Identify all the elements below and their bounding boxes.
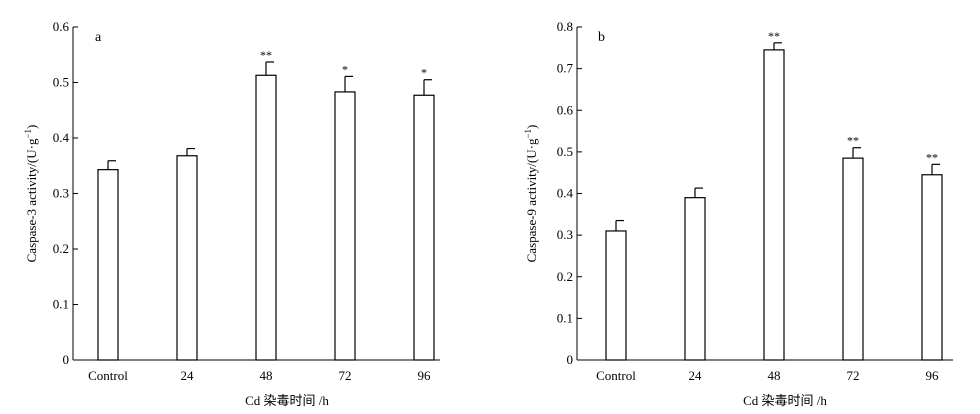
y-axis-title: Caspase-9 activity/(U·g−1): [523, 125, 539, 263]
y-tick-label: 0.4: [557, 186, 574, 201]
bar-24: [176, 155, 198, 361]
panel-label: a: [95, 30, 102, 45]
y-tick-label: 0.5: [557, 144, 573, 159]
bar-48: [763, 49, 785, 361]
y-tick-label: 0.4: [53, 130, 70, 145]
significance-mark: **: [847, 134, 859, 148]
x-tick-label: 48: [260, 368, 273, 383]
y-axis-title-end: ): [24, 125, 39, 129]
bar-96: [413, 94, 435, 361]
panel-label: b: [598, 30, 605, 45]
y-tick-label: 0.2: [557, 269, 573, 284]
x-axis-title: Cd 染毒时间 /h: [245, 393, 329, 408]
y-tick-label: 0.2: [53, 241, 69, 256]
chart-panel-b: 0 0.1 0.2 0.3 0.4 0.5 0.6 0.7 0.8 Control 24 ** 48 **…: [523, 19, 953, 408]
significance-mark: **: [768, 29, 780, 43]
y-tick-label: 0.5: [53, 75, 69, 90]
y-tick-label: 0.3: [53, 186, 69, 201]
y-tick-label: 0.6: [557, 102, 574, 117]
significance-mark: *: [421, 66, 427, 80]
y-axis-title-superscript: −1: [523, 129, 533, 139]
significance-mark: **: [926, 150, 938, 164]
x-tick-label: 24: [181, 368, 195, 383]
bar-72: [842, 157, 864, 361]
bar-control: [97, 169, 119, 361]
x-tick-label: 24: [689, 368, 703, 383]
y-axis-title-main: Caspase-9 activity/(U·g: [524, 138, 539, 262]
y-tick-label: 0.3: [557, 227, 573, 242]
x-axis-title: Cd 染毒时间 /h: [743, 393, 827, 408]
y-tick-label: 0.1: [53, 297, 69, 312]
y-tick-label: 0.6: [53, 19, 70, 34]
x-tick-label: 48: [768, 368, 781, 383]
bar-48: [255, 74, 277, 361]
bar-24: [684, 197, 706, 361]
y-axis-title-end: ): [524, 125, 539, 129]
y-axis-title-superscript: −1: [23, 129, 33, 139]
y-tick-label: 0.8: [557, 19, 573, 34]
y-tick-label: 0: [63, 352, 70, 367]
bar-72: [334, 91, 356, 361]
x-tick-label: Control: [88, 368, 128, 383]
significance-mark: **: [260, 48, 272, 62]
y-axis-title: Caspase-3 activity/(U·g−1): [23, 125, 39, 263]
y-tick-label: 0.1: [557, 310, 573, 325]
bar-96: [921, 174, 943, 361]
x-tick-label: 96: [418, 368, 432, 383]
bar-control: [605, 230, 627, 361]
significance-mark: *: [342, 62, 348, 76]
x-tick-label: 72: [339, 368, 352, 383]
chart-panel-a: 0 0.1 0.2 0.3 0.4 0.5 0.6 Control 24 ** 48 * 72 * 96 a C…: [23, 19, 440, 408]
y-axis-title-main: Caspase-3 activity/(U·g: [24, 138, 39, 262]
x-tick-label: 72: [847, 368, 860, 383]
x-tick-label: 96: [926, 368, 940, 383]
y-tick-label: 0.7: [557, 61, 574, 76]
x-tick-label: Control: [596, 368, 636, 383]
y-tick-label: 0: [567, 352, 574, 367]
